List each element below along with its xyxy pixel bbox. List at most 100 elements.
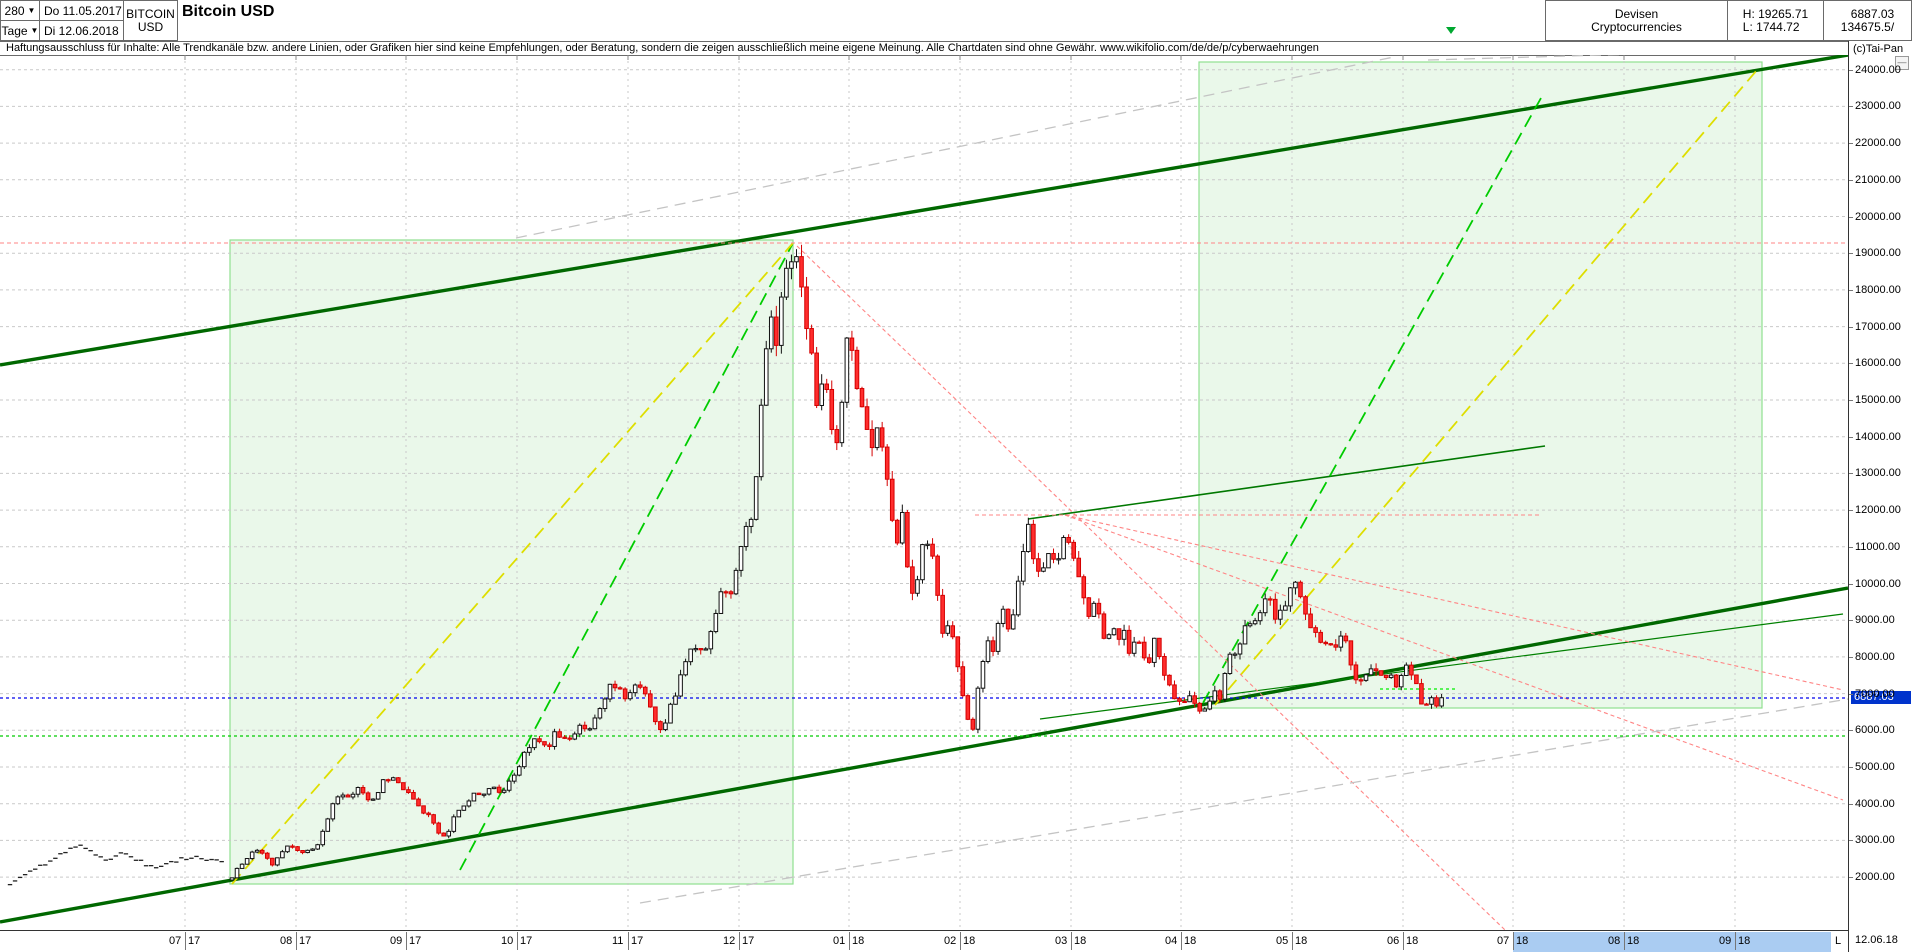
y-tick — [1849, 289, 1853, 291]
thick-channel-lower — [0, 586, 1849, 924]
x-tick — [1513, 932, 1514, 950]
y-axis-label: 18000.00 — [1855, 283, 1901, 296]
x-axis-label: 18 — [963, 935, 976, 947]
y-tick — [1849, 656, 1853, 658]
x-axis-label: 03 — [1055, 935, 1068, 947]
x-tick — [960, 932, 961, 950]
y-tick — [1849, 583, 1853, 585]
y-axis-label: 23000.00 — [1855, 100, 1901, 113]
x-axis-label: 18 — [1627, 935, 1640, 947]
y-tick — [1849, 106, 1853, 108]
y-tick — [1849, 510, 1853, 512]
x-axis-label: 17 — [520, 935, 533, 947]
date-to-field[interactable]: Di 12.06.2018 — [39, 20, 124, 41]
x-axis-label: 11 — [612, 935, 624, 947]
y-tick — [1849, 767, 1853, 768]
red-downtrend-1 — [796, 245, 1506, 931]
y-tick — [1849, 326, 1853, 328]
y-axis-label: 6000.00 — [1855, 724, 1895, 737]
x-tick — [1735, 932, 1736, 950]
x-tick — [1624, 932, 1625, 950]
x-axis-label: 17 — [409, 935, 422, 947]
x-axis-label: 18 — [1074, 935, 1087, 947]
x-axis-label: 06 — [1387, 935, 1400, 947]
last-date-label: 12.06.18 — [1855, 934, 1898, 946]
x-axis-label: 07 — [1497, 935, 1510, 947]
y-tick — [1849, 436, 1853, 438]
period-low: L: 1744.72 — [1742, 19, 1800, 34]
y-axis: (c)Tai-Pan — 6887.03 12.06.18 2000.00 300… — [1848, 41, 1912, 952]
symbol-currency: USD — [137, 19, 164, 34]
x-axis-label: 09 — [1719, 935, 1732, 947]
y-tick — [1849, 216, 1853, 218]
y-axis-label: 5000.00 — [1855, 761, 1895, 773]
y-tick — [1849, 803, 1853, 805]
gray-flat-top — [1427, 47, 1849, 61]
x-axis-label: 18 — [1406, 935, 1419, 947]
copyright-label: (c)Tai-Pan — [1853, 43, 1904, 55]
x-axis-label: 12 — [723, 935, 736, 947]
period-high: H: 19265.71 — [1742, 6, 1809, 21]
x-tick — [1292, 932, 1293, 950]
y-axis-label: 9000.00 — [1855, 614, 1895, 627]
x-axis-label: 17 — [742, 935, 755, 947]
x-axis-label: 08 — [280, 935, 293, 947]
x-tick — [185, 932, 186, 950]
x-tick — [296, 932, 297, 950]
periods-value: 280 — [4, 3, 25, 18]
chevron-down-icon: ▼ — [30, 26, 39, 35]
chart-svg — [0, 47, 1849, 931]
date-from-field[interactable]: Do 11.05.2017 — [39, 0, 124, 21]
y-axis-label: 10000.00 — [1855, 577, 1901, 590]
y-axis-label: 21000.00 — [1855, 173, 1901, 186]
x-tick — [849, 932, 850, 950]
yellow-dashed-2017 — [231, 242, 794, 885]
high-low-cell: H: 19265.71 L: 1744.72 — [1727, 0, 1824, 41]
x-axis-label: 17 — [631, 935, 644, 947]
y-tick — [1849, 730, 1853, 732]
y-axis-label: 15000.00 — [1855, 394, 1901, 406]
market-group-cell: Devisen Cryptocurrencies — [1545, 0, 1728, 41]
collapse-axis-button[interactable]: — — [1895, 56, 1909, 70]
x-axis-label: 18 — [1184, 935, 1197, 947]
y-tick — [1849, 253, 1853, 255]
red-downtrend-2 — [1064, 514, 1844, 801]
y-axis-label: 13000.00 — [1855, 467, 1901, 480]
y-tick — [1849, 400, 1853, 401]
page-title: Bitcoin USD — [182, 3, 275, 20]
y-tick — [1849, 620, 1853, 622]
y-axis-label: 2000.00 — [1855, 871, 1895, 884]
trend-channel-box-2018 — [1198, 61, 1763, 709]
x-axis-label: 17 — [299, 935, 312, 947]
timeframe-dropdown[interactable]: Tage ▼ — [0, 20, 40, 41]
x-tick — [517, 932, 518, 950]
x-axis-label: 17 — [188, 935, 201, 947]
y-axis-label: 16000.00 — [1855, 357, 1901, 370]
x-axis-label: 10 — [501, 935, 514, 947]
y-axis-label: 20000.00 — [1855, 210, 1901, 223]
x-axis-label: 18 — [852, 935, 865, 947]
y-axis-label: 3000.00 — [1855, 834, 1895, 847]
y-axis-label: 12000.00 — [1855, 504, 1901, 517]
x-axis-label: 07 — [169, 935, 182, 947]
x-axis-label: 18 — [1295, 935, 1308, 947]
green-dashed-2017 — [459, 242, 794, 871]
x-axis-label: 18 — [1516, 935, 1529, 947]
y-axis-label: 22000.00 — [1855, 137, 1901, 150]
periods-dropdown[interactable]: 280 ▼ — [0, 0, 40, 21]
market-subgroup: Cryptocurrencies — [1591, 19, 1682, 34]
y-tick — [1849, 546, 1853, 548]
disclaimer-text: Haftungsausschluss für Inhalte: Alle Tre… — [6, 42, 1319, 54]
y-tick — [1849, 69, 1853, 71]
trend-channel-box-2017 — [229, 239, 794, 885]
thick-channel-upper — [0, 53, 1849, 367]
x-tick — [628, 932, 629, 950]
thin-resistance — [1027, 445, 1546, 520]
candlestick-chart — [0, 47, 1849, 935]
x-axis: L 07 17 08 17 09 17 10 17 11 17 12 17 01 18 02 18 03 18 04… — [0, 930, 1848, 952]
y-tick — [1849, 143, 1853, 145]
timeframe-value: Tage — [1, 23, 28, 38]
y-tick — [1849, 877, 1853, 879]
y-axis-label: 11000.00 — [1855, 540, 1901, 553]
gray-parallel-lower — [639, 698, 1849, 904]
